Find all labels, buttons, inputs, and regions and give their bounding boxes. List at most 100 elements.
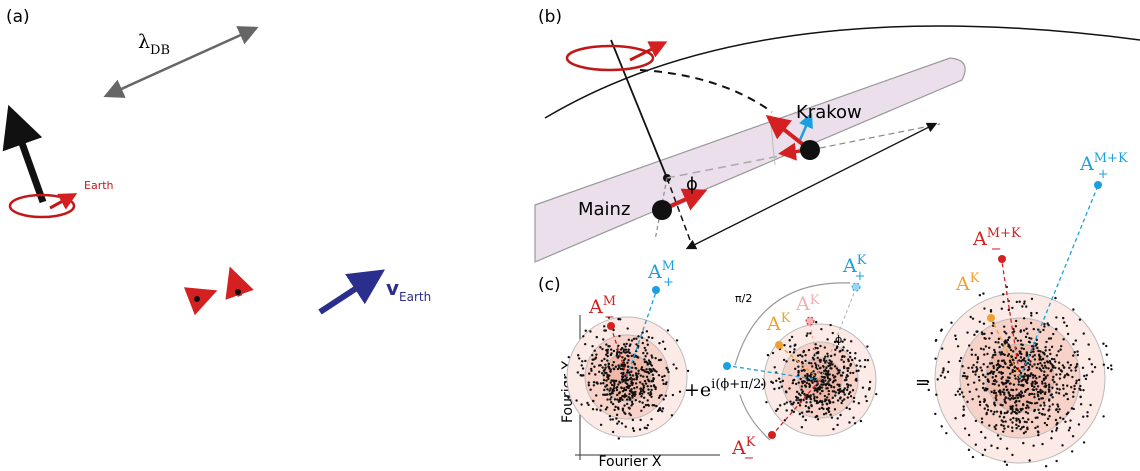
noise-point <box>945 432 947 434</box>
noise-point <box>844 379 846 381</box>
noise-point <box>1024 421 1026 423</box>
noise-point <box>1060 369 1062 371</box>
noise-point <box>1083 441 1085 443</box>
noise-point <box>593 384 595 386</box>
amplitude-point <box>775 341 783 349</box>
noise-point <box>647 424 649 426</box>
noise-point <box>853 397 855 399</box>
noise-point <box>995 394 997 396</box>
noise-point <box>1034 383 1036 385</box>
noise-point <box>633 395 635 397</box>
noise-point <box>665 395 667 397</box>
site <box>235 289 241 295</box>
noise-point <box>639 428 641 430</box>
noise-point <box>613 387 615 389</box>
noise-point <box>869 381 871 383</box>
noise-point <box>775 410 777 412</box>
noise-point <box>1015 404 1017 406</box>
noise-point <box>992 373 994 375</box>
noise-point <box>1052 366 1054 368</box>
noise-point <box>618 335 620 337</box>
noise-point <box>1044 393 1046 395</box>
noise-point <box>1028 366 1030 368</box>
noise-point <box>858 402 860 404</box>
noise-point <box>954 394 956 396</box>
noise-point <box>1020 347 1022 349</box>
noise-point <box>624 378 626 380</box>
noise-point <box>849 352 851 354</box>
noise-point <box>976 361 978 363</box>
noise-point <box>631 355 633 357</box>
noise-point <box>779 404 781 406</box>
noise-point <box>649 361 651 363</box>
noise-point <box>990 410 992 412</box>
noise-point <box>1003 393 1005 395</box>
noise-point <box>627 366 629 368</box>
noise-point <box>971 349 973 351</box>
noise-point <box>808 410 810 412</box>
noise-point <box>998 371 1000 373</box>
noise-point <box>658 374 660 376</box>
noise-point <box>1001 360 1003 362</box>
noise-point <box>1089 404 1091 406</box>
noise-point <box>589 389 591 391</box>
noise-point <box>959 388 961 390</box>
noise-point <box>1014 401 1016 403</box>
noise-point <box>1042 351 1044 353</box>
noise-point <box>839 391 841 393</box>
noise-point <box>1048 398 1050 400</box>
noise-point <box>648 359 650 361</box>
noise-point <box>1034 380 1036 382</box>
noise-point <box>593 366 595 368</box>
noise-point <box>1043 371 1045 373</box>
noise-point <box>1025 336 1027 338</box>
noise-point <box>1004 361 1006 363</box>
noise-point <box>967 367 969 369</box>
noise-point <box>957 345 959 347</box>
noise-point <box>1065 393 1067 395</box>
noise-point <box>605 379 607 381</box>
noise-point <box>799 404 801 406</box>
noise-point <box>1048 389 1050 391</box>
noise-point <box>962 405 964 407</box>
noise-point <box>983 363 985 365</box>
noise-point <box>785 360 787 362</box>
noise-point <box>618 392 620 394</box>
noise-point <box>1007 391 1009 393</box>
noise-point <box>630 404 632 406</box>
noise-point <box>1042 358 1044 360</box>
noise-point <box>604 369 606 371</box>
noise-point <box>806 377 808 379</box>
noise-point <box>1059 377 1061 379</box>
noise-point <box>640 410 642 412</box>
amplitude-label: AK+ <box>842 253 867 284</box>
noise-point <box>1000 412 1002 414</box>
noise-point <box>990 310 992 312</box>
noise-point <box>818 408 820 410</box>
noise-point <box>1037 431 1039 433</box>
noise-point <box>1030 312 1032 314</box>
noise-point <box>1048 386 1050 388</box>
noise-point <box>593 381 595 383</box>
noise-point <box>1079 318 1081 320</box>
noise-point <box>664 348 666 350</box>
figure: (a) λDB Earth vEarth (b) Krakow Mainz ϕ … <box>0 0 1140 471</box>
noise-point <box>599 409 601 411</box>
noise-point <box>993 380 995 382</box>
noise-point <box>822 384 824 386</box>
noise-point <box>610 381 612 383</box>
noise-point <box>592 408 594 410</box>
noise-point <box>1033 328 1035 330</box>
noise-point <box>847 360 849 362</box>
noise-point <box>1031 298 1033 300</box>
noise-point <box>672 394 674 396</box>
earth-label: Earth <box>84 179 114 192</box>
noise-point <box>829 373 831 375</box>
noise-point <box>805 335 807 337</box>
noise-point <box>608 389 610 391</box>
noise-point <box>645 404 647 406</box>
noise-point <box>792 379 794 381</box>
noise-point <box>839 388 841 390</box>
noise-point <box>1039 350 1041 352</box>
mainz-label: Mainz <box>578 199 630 220</box>
